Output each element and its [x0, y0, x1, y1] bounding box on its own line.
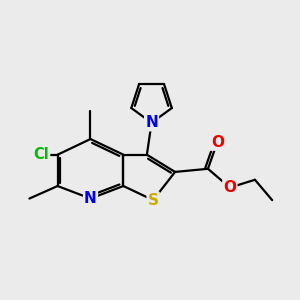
Text: N: N	[84, 191, 97, 206]
Text: O: O	[224, 180, 236, 195]
Text: O: O	[211, 135, 224, 150]
Text: Cl: Cl	[33, 147, 49, 162]
Text: N: N	[145, 115, 158, 130]
Text: S: S	[148, 193, 159, 208]
